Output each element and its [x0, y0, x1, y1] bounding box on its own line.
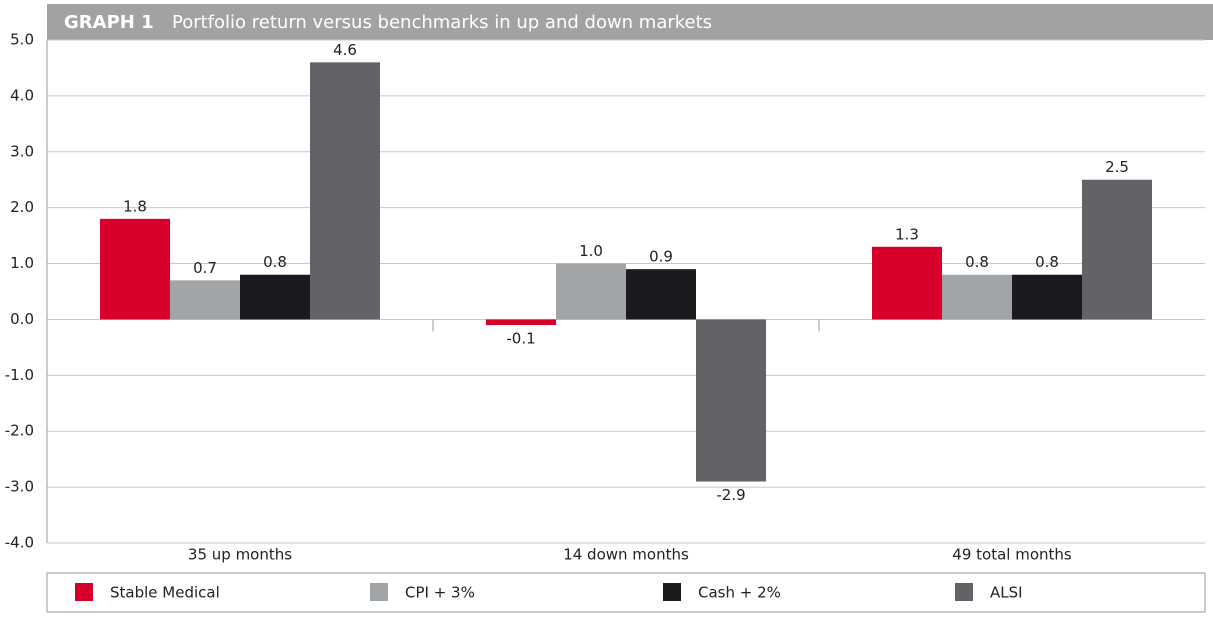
data-label: 2.5: [1105, 158, 1129, 176]
legend-label: ALSI: [990, 584, 1023, 602]
data-label: 0.9: [649, 248, 673, 266]
data-label: 0.8: [1035, 253, 1059, 271]
y-tick-label: 0.0: [10, 310, 34, 328]
bar: [696, 319, 766, 482]
bar: [1082, 179, 1152, 320]
title-banner: [47, 4, 1213, 40]
legend-label: Cash + 2%: [698, 584, 781, 602]
data-label: 1.3: [895, 225, 919, 243]
legend-label: CPI + 3%: [405, 584, 475, 602]
bar: [556, 263, 626, 320]
x-tick-label: 35 up months: [188, 546, 292, 564]
legend-box: [46, 572, 1206, 613]
y-tick-label: -2.0: [5, 422, 34, 440]
y-tick-label: 1.0: [10, 254, 34, 272]
data-label: 0.7: [193, 259, 217, 277]
data-label: -0.1: [506, 330, 535, 348]
y-tick-label: -4.0: [5, 534, 34, 552]
y-tick-label: 4.0: [10, 86, 34, 104]
data-label: 1.0: [579, 242, 603, 260]
data-label: 0.8: [263, 253, 287, 271]
legend-swatch: [955, 583, 973, 601]
bar: [1012, 274, 1082, 320]
data-label: 4.6: [333, 41, 357, 59]
bar: [486, 319, 556, 326]
bar: [170, 280, 240, 320]
legend-swatch: [75, 583, 93, 601]
data-label: 0.8: [965, 253, 989, 271]
y-tick-label: 5.0: [10, 31, 34, 49]
legend-swatch: [663, 583, 681, 601]
data-label: -2.9: [716, 486, 745, 504]
bar: [942, 274, 1012, 320]
bar: [626, 269, 696, 320]
bar: [240, 274, 310, 320]
legend-swatch: [370, 583, 388, 601]
y-tick-label: 3.0: [10, 142, 34, 160]
chart-title: Portfolio return versus benchmarks in up…: [172, 12, 712, 33]
x-tick-label: 49 total months: [952, 546, 1072, 564]
x-tick-label: 14 down months: [563, 546, 689, 564]
y-tick-label: 2.0: [10, 198, 34, 216]
data-label: 1.8: [123, 197, 147, 215]
y-tick-label: -1.0: [5, 366, 34, 384]
bar: [310, 62, 380, 320]
legend-label: Stable Medical: [110, 584, 220, 602]
chart-title-label: GRAPH 1: [64, 12, 154, 33]
y-tick-label: -3.0: [5, 478, 34, 496]
bar: [100, 218, 170, 320]
bar: [872, 246, 942, 320]
